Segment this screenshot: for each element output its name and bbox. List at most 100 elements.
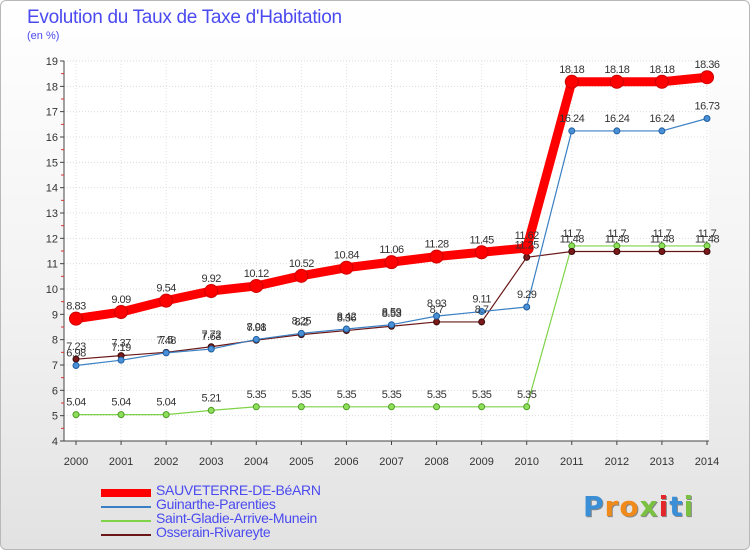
x-tick-label: 2000 bbox=[64, 456, 88, 468]
data-label-saint-gladie: 5.04 bbox=[66, 397, 86, 409]
data-point-sauveterre bbox=[384, 255, 399, 270]
data-point-guinarthe bbox=[478, 308, 486, 316]
data-label-guinarthe: 7.63 bbox=[202, 331, 222, 343]
data-point-saint-gladie bbox=[297, 403, 305, 411]
data-label-saint-gladie: 5.35 bbox=[517, 389, 537, 401]
data-label-saint-gladie: 11.7 bbox=[608, 228, 627, 240]
data-point-saint-gladie bbox=[523, 403, 531, 411]
data-label-guinarthe: 16.24 bbox=[559, 113, 584, 125]
data-point-sauveterre bbox=[700, 70, 714, 85]
data-label-saint-gladie: 5.35 bbox=[292, 389, 312, 401]
data-label-sauveterre: 8.83 bbox=[66, 301, 86, 313]
legend-label-sauveterre: SAUVETERRE-DE-BéARN bbox=[156, 482, 321, 498]
data-label-sauveterre: 10.84 bbox=[334, 250, 359, 262]
data-label-guinarthe: 8.42 bbox=[337, 311, 357, 323]
data-label-osserain: 11.48 bbox=[650, 234, 675, 246]
data-label-guinarthe: 16.24 bbox=[604, 113, 629, 125]
data-point-saint-gladie bbox=[433, 403, 441, 411]
data-label-osserain: 7.23 bbox=[66, 341, 86, 353]
data-label-saint-gladie: 5.35 bbox=[427, 389, 447, 401]
data-point-guinarthe bbox=[72, 362, 80, 370]
data-label-sauveterre: 18.18 bbox=[649, 64, 674, 76]
data-label-guinarthe: 7.48 bbox=[156, 335, 176, 347]
data-label-sauveterre: 10.52 bbox=[289, 258, 314, 270]
data-point-saint-gladie bbox=[388, 403, 395, 411]
y-tick-label: 7 bbox=[52, 360, 58, 372]
logo-letter: o bbox=[619, 490, 640, 523]
logo-letter: i bbox=[658, 490, 670, 523]
data-point-guinarthe bbox=[252, 335, 260, 343]
data-point-sauveterre bbox=[339, 260, 354, 275]
x-tick-label: 2012 bbox=[605, 456, 629, 468]
data-label-saint-gladie: 5.35 bbox=[382, 389, 402, 401]
data-point-osserain bbox=[613, 248, 621, 256]
logo-letter: r bbox=[604, 490, 620, 523]
x-tick-label: 2006 bbox=[334, 456, 358, 468]
data-point-sauveterre bbox=[654, 74, 669, 89]
data-label-saint-gladie: 5.35 bbox=[247, 389, 267, 401]
data-point-osserain bbox=[703, 248, 711, 256]
data-label-sauveterre: 11.45 bbox=[470, 234, 495, 246]
data-label-osserain: 7.5 bbox=[159, 334, 173, 346]
y-tick-label: 6 bbox=[52, 385, 58, 397]
logo-letter: P bbox=[583, 490, 605, 523]
data-label-sauveterre: 11.06 bbox=[379, 244, 404, 256]
data-label-guinarthe: 8.01 bbox=[247, 321, 267, 333]
data-point-saint-gladie bbox=[207, 406, 215, 414]
legend-swatch-saint-gladie bbox=[101, 520, 151, 522]
data-label-sauveterre: 9.09 bbox=[111, 294, 131, 306]
data-point-guinarthe bbox=[568, 127, 576, 135]
data-label-saint-gladie: 5.35 bbox=[472, 389, 492, 401]
data-label-saint-gladie: 11.7 bbox=[698, 228, 717, 240]
data-point-osserain bbox=[523, 253, 531, 261]
legend-label-guinarthe: Guinarthe-Parenties bbox=[156, 496, 276, 512]
data-label-saint-gladie: 5.04 bbox=[111, 397, 131, 409]
y-tick-label: 5 bbox=[52, 411, 58, 423]
proxiti-logo: Proxiti bbox=[583, 490, 694, 523]
data-point-osserain bbox=[433, 318, 441, 326]
data-label-guinarthe: 16.73 bbox=[694, 101, 719, 113]
logo-letter: t bbox=[669, 490, 684, 523]
data-label-sauveterre: 10.12 bbox=[244, 268, 269, 280]
x-tick-label: 2005 bbox=[289, 456, 313, 468]
legend-swatch-osserain bbox=[101, 534, 151, 536]
y-tick-label: 19 bbox=[46, 56, 58, 68]
x-tick-label: 2007 bbox=[379, 456, 403, 468]
data-point-sauveterre bbox=[249, 278, 264, 293]
logo-letter: x bbox=[639, 490, 659, 523]
data-point-guinarthe bbox=[523, 303, 531, 311]
data-label-osserain: 11.25 bbox=[515, 239, 540, 251]
data-label-sauveterre: 11.28 bbox=[424, 239, 449, 251]
data-label-saint-gladie: 11.7 bbox=[653, 228, 672, 240]
data-point-guinarthe bbox=[342, 325, 350, 333]
data-label-osserain: 8.7 bbox=[475, 304, 489, 316]
x-tick-label: 2001 bbox=[109, 456, 133, 468]
data-label-guinarthe: 6.98 bbox=[66, 348, 86, 360]
data-point-sauveterre bbox=[429, 249, 444, 264]
data-label-sauveterre: 18.36 bbox=[694, 59, 719, 71]
chart-title: Evolution du Taux de Taxe d'Habitation bbox=[27, 7, 342, 28]
data-label-sauveterre: 9.92 bbox=[202, 273, 222, 285]
data-point-sauveterre bbox=[159, 293, 174, 308]
y-tick-label: 4 bbox=[52, 436, 58, 448]
data-point-guinarthe bbox=[388, 321, 395, 329]
data-label-guinarthe: 8.93 bbox=[427, 298, 447, 310]
data-label-guinarthe: 7.19 bbox=[111, 342, 131, 354]
data-point-osserain bbox=[478, 318, 486, 326]
y-tick-label: 16 bbox=[46, 132, 58, 144]
data-label-sauveterre: 18.18 bbox=[559, 64, 584, 76]
data-label-osserain: 7.37 bbox=[111, 338, 131, 350]
data-label-saint-gladie: 5.35 bbox=[337, 389, 357, 401]
data-label-osserain: 8.7 bbox=[430, 304, 444, 316]
y-tick-label: 13 bbox=[46, 208, 58, 220]
data-label-saint-gladie: 11.7 bbox=[562, 228, 581, 240]
data-label-osserain: 8.36 bbox=[337, 313, 357, 325]
data-point-sauveterre bbox=[564, 74, 579, 89]
legend-swatch-sauveterre bbox=[101, 489, 151, 497]
y-tick-label: 12 bbox=[46, 233, 58, 245]
data-point-sauveterre bbox=[294, 268, 309, 283]
data-point-osserain bbox=[658, 248, 666, 256]
data-label-guinarthe: 8.25 bbox=[292, 315, 312, 327]
data-label-saint-gladie: 5.04 bbox=[156, 397, 176, 409]
data-point-guinarthe bbox=[117, 356, 125, 364]
